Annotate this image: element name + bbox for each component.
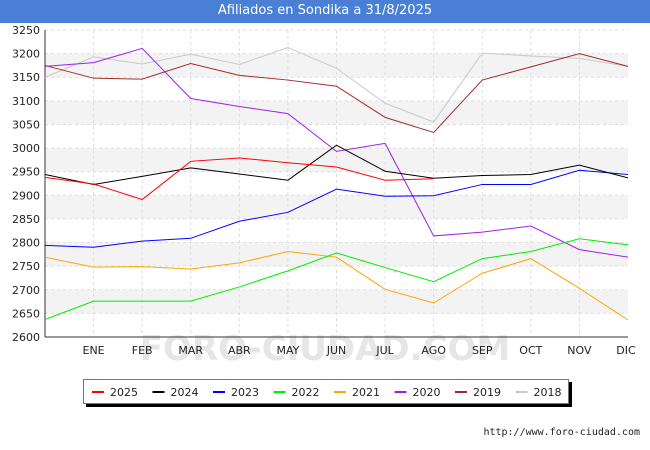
y-tick-label: 2750 — [12, 260, 40, 273]
legend-label: 2022 — [292, 386, 320, 399]
series-lines — [44, 46, 629, 321]
legend-label: 2025 — [110, 386, 138, 399]
series-line-2022 — [44, 238, 629, 320]
y-tick-label: 3200 — [12, 48, 40, 61]
y-tick-label: 2850 — [12, 213, 40, 226]
y-tick-labels: 2600 2650 2700 2750 2800 2850 2900 2950 3000 3050… — [12, 24, 40, 344]
grid-band — [45, 53, 628, 78]
y-tick-label: 3250 — [12, 24, 40, 37]
legend: 2025 2024 2023 2022 2021 2020 2019 2018 — [83, 379, 569, 404]
x-tick-label: MAR — [178, 344, 203, 357]
x-tick-label: ABR — [228, 344, 251, 357]
grid-band — [45, 100, 628, 125]
y-tick-label: 3100 — [12, 95, 40, 108]
legend-label: 2020 — [413, 386, 441, 399]
y-tick-label: 2700 — [12, 284, 40, 297]
legend-label: 2024 — [171, 386, 199, 399]
chart-title: Afiliados en Sondika a 31/8/2025 — [217, 3, 433, 18]
y-tick-label: 3150 — [12, 71, 40, 84]
series-line-2025 — [44, 157, 434, 201]
y-tick-label: 3050 — [12, 118, 40, 131]
title-bar: Afiliados en Sondika a 31/8/2025 — [0, 0, 650, 23]
legend-entries: 2025 2024 2023 2022 2021 2020 2019 2018 — [92, 386, 562, 399]
y-tick-label: 2800 — [12, 237, 40, 250]
series-line-2018 — [44, 46, 629, 123]
legend-label: 2018 — [534, 386, 562, 399]
series-line-2020 — [44, 47, 629, 258]
legend-label: 2021 — [352, 386, 380, 399]
axes — [44, 30, 628, 338]
series-line-2021 — [44, 251, 629, 321]
x-tick-label: OCT — [519, 344, 542, 357]
y-tick-label: 2900 — [12, 189, 40, 202]
x-tick-label: SEP — [472, 344, 493, 357]
y-tick-label: 2650 — [12, 307, 40, 320]
series-line-2019 — [44, 53, 629, 134]
x-tick-label: FEB — [132, 344, 153, 357]
grid-band — [45, 148, 628, 172]
x-tick-label: ENE — [83, 344, 105, 357]
y-tick-label: 2600 — [12, 331, 40, 344]
watermark: FORO-CIUDAD.COM — [140, 329, 511, 369]
x-tick-label: JUN — [326, 344, 347, 357]
y-tick-label: 3000 — [12, 142, 40, 155]
x-tick-labels: ENE FEB MAR ABR MAY JUN JUL AGO SEP OCT NOV DIC — [83, 344, 636, 357]
grid-band — [45, 195, 628, 219]
y-tick-label: 2950 — [12, 166, 40, 179]
x-tick-label: MAY — [276, 344, 299, 357]
series-line-2024 — [44, 144, 629, 185]
series-line-2023 — [44, 169, 629, 248]
x-tick-label: NOV — [567, 344, 592, 357]
x-tick-label: DIC — [616, 344, 636, 357]
x-tick-label: JUL — [375, 344, 394, 357]
legend-label: 2019 — [473, 386, 501, 399]
x-tick-label: AGO — [421, 344, 446, 357]
legend-label: 2023 — [231, 386, 259, 399]
source-credit: http://www.foro-ciudad.com — [483, 427, 640, 438]
